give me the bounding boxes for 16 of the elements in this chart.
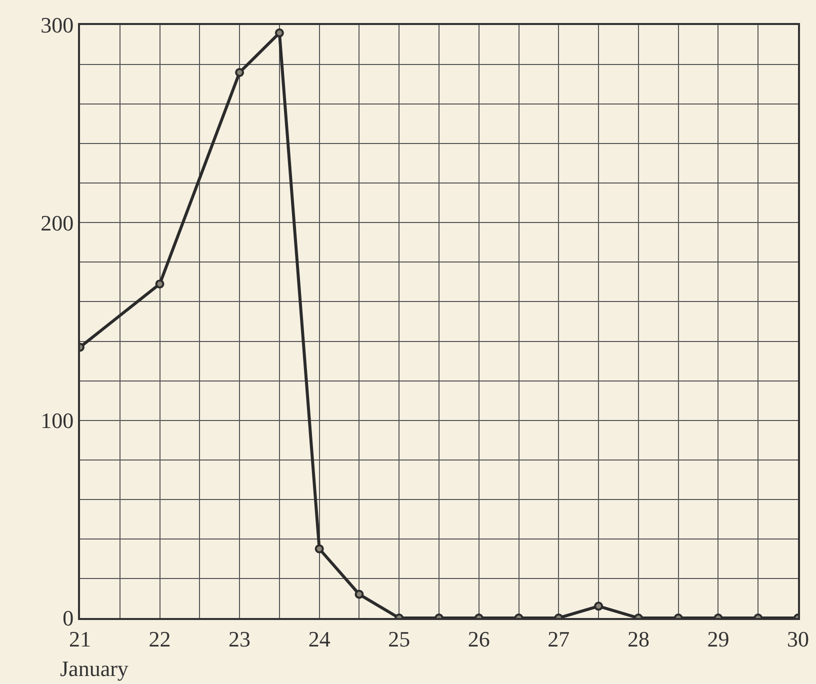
x-tick-label: 24 xyxy=(308,626,330,652)
point xyxy=(274,28,284,38)
x-tick-label: 22 xyxy=(148,626,171,652)
x-tick-label: 30 xyxy=(787,626,809,652)
point xyxy=(235,68,244,77)
x-tick-label: 26 xyxy=(468,626,490,652)
x-tick-label: 27 xyxy=(548,626,570,652)
x-tick-label: 23 xyxy=(228,626,251,652)
y-tick-label: 300 xyxy=(40,12,74,38)
x-tick-label: 28 xyxy=(627,626,650,652)
x-tick-label: 29 xyxy=(707,626,730,652)
x-tick-label: 25 xyxy=(388,626,410,652)
y-tick-label: 100 xyxy=(40,408,74,434)
y-tick-label: 200 xyxy=(40,210,74,236)
x-axis-title: January xyxy=(60,656,128,681)
point xyxy=(155,279,164,288)
